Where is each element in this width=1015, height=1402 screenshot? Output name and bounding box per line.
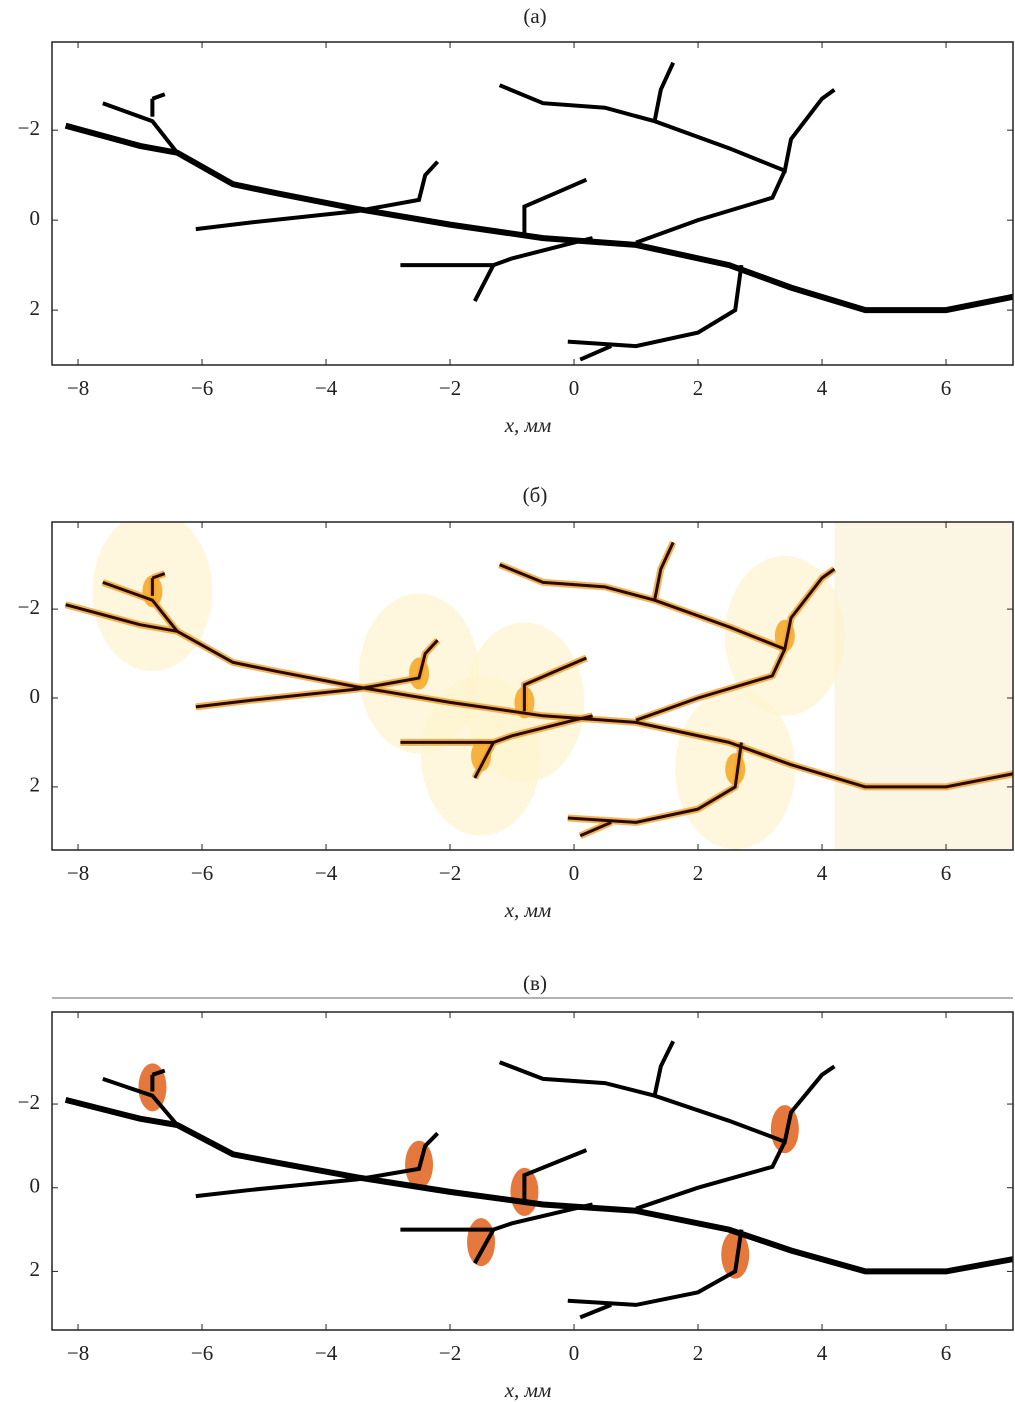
branch xyxy=(473,264,496,303)
x-tick-label: 6 xyxy=(941,1341,952,1365)
x-tick-label: −4 xyxy=(315,861,338,885)
y-tick-label: 0 xyxy=(30,206,41,230)
x-axis-label: x, мм xyxy=(504,898,552,922)
branch xyxy=(579,344,612,362)
x-tick-label: −2 xyxy=(439,861,461,885)
branch xyxy=(64,1096,1013,1275)
branch xyxy=(498,1060,836,1145)
x-tick-label: −4 xyxy=(315,376,338,400)
x-tick-label: 6 xyxy=(941,376,952,400)
branch xyxy=(567,1229,744,1307)
x-tick-label: −8 xyxy=(67,376,89,400)
y-tick-label: 2 xyxy=(30,773,41,797)
x-tick-label: 0 xyxy=(569,1341,580,1365)
plot-frame xyxy=(51,1011,1014,1331)
branch xyxy=(151,92,166,101)
x-axis-label: x, мм xyxy=(504,1378,552,1402)
x-tick-label: 2 xyxy=(693,376,704,400)
hot-spot xyxy=(471,739,492,772)
branch xyxy=(64,122,1013,314)
branch xyxy=(652,61,676,122)
branch xyxy=(652,1040,675,1097)
branch xyxy=(102,580,179,633)
x-tick-label: 0 xyxy=(569,861,580,885)
branch xyxy=(473,1228,496,1265)
x-tick-label: 6 xyxy=(941,861,952,885)
image-area xyxy=(64,61,1013,362)
x-tick-label: −6 xyxy=(191,861,213,885)
y-tick-label: 0 xyxy=(30,1174,41,1198)
x-tick-label: 4 xyxy=(817,376,828,400)
x-tick-label: −6 xyxy=(191,1341,213,1365)
x-tick-label: 2 xyxy=(693,1341,704,1365)
branch xyxy=(195,639,439,709)
branch xyxy=(102,1077,179,1127)
branch xyxy=(400,1202,594,1232)
x-tick-label: −6 xyxy=(191,376,213,400)
y-tick-label: −2 xyxy=(18,1090,40,1114)
x-tick-label: 0 xyxy=(569,376,580,400)
y-tick-label: 2 xyxy=(30,1257,41,1281)
branch xyxy=(635,648,787,722)
branch xyxy=(65,603,1013,789)
x-tick-label: 2 xyxy=(693,861,704,885)
y-tick-label: 2 xyxy=(30,296,41,320)
branch xyxy=(400,714,593,744)
panel-title: (а) xyxy=(523,4,546,28)
branch xyxy=(151,572,166,580)
plot-frame xyxy=(51,41,1014,366)
x-tick-label: 4 xyxy=(817,1341,828,1365)
y-tick-label: −2 xyxy=(18,116,40,140)
x-tick-label: 4 xyxy=(817,861,828,885)
branch xyxy=(653,541,675,601)
branch xyxy=(635,1140,787,1211)
image-area xyxy=(64,522,1013,850)
plot-frame xyxy=(51,521,1014,851)
x-tick-label: −2 xyxy=(439,376,461,400)
x-tick-label: −4 xyxy=(315,1341,338,1365)
branch xyxy=(499,563,836,651)
hot-spot xyxy=(467,1218,496,1267)
branch xyxy=(195,1131,440,1199)
x-tick-label: −8 xyxy=(67,1341,89,1365)
branch xyxy=(522,656,587,712)
branch xyxy=(473,741,495,779)
branch xyxy=(151,1068,166,1077)
branch xyxy=(195,160,440,232)
branch xyxy=(579,1303,612,1320)
x-tick-label: −2 xyxy=(439,1341,461,1365)
branch xyxy=(579,821,612,838)
branch xyxy=(567,742,743,824)
branch xyxy=(522,1148,588,1201)
hot-spot xyxy=(721,1230,750,1279)
y-tick-label: 0 xyxy=(30,684,41,708)
y-tick-label: −2 xyxy=(18,595,40,619)
panel-title: (б) xyxy=(523,483,548,507)
branch xyxy=(400,236,594,268)
x-tick-label: −8 xyxy=(67,861,89,885)
branch xyxy=(498,83,836,174)
branch xyxy=(522,177,588,234)
branch xyxy=(102,101,179,154)
panel-title: (в) xyxy=(523,971,547,995)
image-area xyxy=(64,1040,1013,1320)
branch xyxy=(567,264,744,349)
background-haze xyxy=(834,522,1013,850)
branch xyxy=(635,169,787,245)
x-axis-label: x, мм xyxy=(504,413,552,437)
